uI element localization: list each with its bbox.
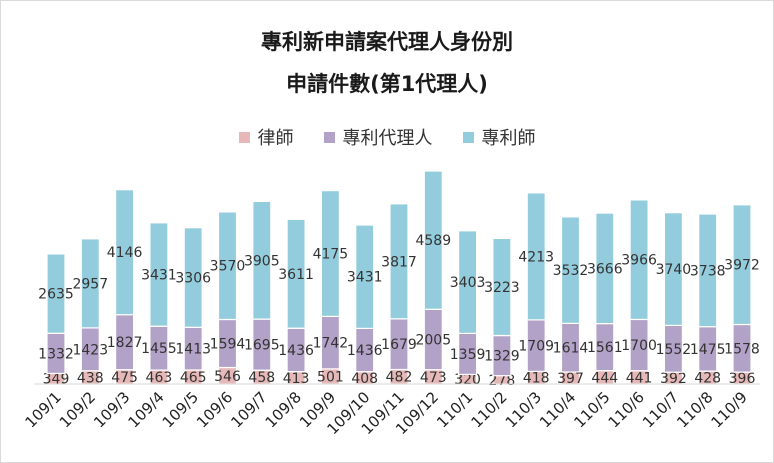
data-label-agent-110/1: 1359	[450, 347, 486, 363]
data-label-agent-110/6: 1700	[621, 338, 657, 354]
x-tick-label: 110/7	[639, 388, 682, 431]
x-tick-label: 110/4	[536, 388, 579, 431]
data-label-agent-110/9: 1578	[724, 341, 760, 357]
data-label-attorney-109/4: 3431	[141, 268, 177, 284]
data-label-attorney-109/5: 3306	[175, 271, 211, 287]
data-label-agent-109/8: 1436	[278, 343, 314, 359]
x-tick-label: 110/9	[708, 388, 751, 431]
data-label-attorney-110/8: 3738	[690, 263, 726, 279]
data-label-attorney-110/9: 3972	[724, 258, 760, 274]
data-label-agent-110/7: 1552	[656, 342, 692, 358]
x-tick-label: 110/1	[433, 388, 476, 431]
bar-chart: 34913322635109/143814232957109/247518274…	[0, 0, 774, 463]
x-tick-label: 110/2	[467, 388, 510, 431]
data-label-agent-110/4: 1614	[553, 341, 589, 357]
data-label-attorney-109/2: 2957	[72, 276, 108, 292]
data-label-attorney-109/10: 3431	[347, 270, 383, 286]
data-label-lawyer-110/4: 397	[557, 371, 584, 387]
x-tick-label: 110/8	[673, 388, 716, 431]
data-label-attorney-109/8: 3611	[278, 267, 314, 283]
x-tick-label: 110/5	[570, 388, 613, 431]
x-tick-label: 109/2	[56, 388, 99, 431]
data-label-attorney-109/7: 3905	[244, 253, 280, 269]
data-label-agent-109/1: 1332	[38, 346, 74, 362]
x-tick-label: 109/6	[193, 388, 236, 431]
x-tick-label: 110/6	[605, 388, 648, 431]
data-label-agent-109/3: 1827	[107, 335, 143, 351]
data-label-attorney-110/4: 3532	[553, 263, 589, 279]
data-label-agent-110/2: 1329	[484, 349, 520, 365]
x-tick-label: 109/5	[159, 388, 202, 431]
data-label-attorney-109/1: 2635	[38, 287, 74, 303]
data-label-attorney-110/6: 3966	[621, 253, 657, 269]
data-label-attorney-110/2: 3223	[484, 280, 520, 296]
data-label-lawyer-109/11: 482	[386, 370, 413, 386]
x-tick-label: 110/3	[502, 388, 545, 431]
x-tick-label: 109/3	[90, 388, 133, 431]
data-label-agent-110/3: 1709	[518, 339, 554, 355]
data-label-attorney-110/3: 4213	[518, 249, 554, 265]
data-label-agent-109/6: 1594	[210, 337, 246, 353]
data-label-lawyer-109/1: 349	[43, 372, 70, 388]
data-label-attorney-109/3: 4146	[107, 245, 143, 261]
data-label-agent-109/9: 1742	[313, 336, 349, 352]
data-label-attorney-109/11: 3817	[381, 254, 417, 270]
data-label-lawyer-109/9: 501	[317, 369, 344, 385]
data-label-attorney-109/12: 4589	[415, 233, 451, 249]
x-tick-label: 109/1	[22, 388, 65, 431]
x-tick-label: 109/8	[262, 388, 305, 431]
data-label-lawyer-110/7: 392	[660, 371, 687, 387]
x-tick-label: 109/4	[124, 388, 167, 431]
data-label-lawyer-110/9: 396	[729, 371, 756, 387]
data-label-agent-109/2: 1423	[72, 342, 108, 358]
data-label-agent-110/8: 1475	[690, 342, 726, 358]
data-label-agent-110/5: 1561	[587, 340, 623, 356]
x-tick-label: 109/7	[227, 388, 270, 431]
data-label-agent-109/10: 1436	[347, 343, 383, 359]
data-label-agent-109/12: 2005	[415, 333, 451, 349]
data-label-attorney-110/5: 3666	[587, 261, 623, 277]
data-label-attorney-109/9: 4175	[313, 247, 349, 263]
data-label-lawyer-109/6: 546	[214, 369, 241, 385]
data-label-attorney-110/7: 3740	[656, 262, 692, 278]
data-label-agent-109/7: 1695	[244, 338, 280, 354]
data-label-attorney-110/1: 3403	[450, 275, 486, 291]
data-label-agent-109/5: 1413	[175, 342, 211, 358]
data-label-agent-109/11: 1679	[381, 337, 417, 353]
data-label-lawyer-109/3: 475	[111, 370, 138, 386]
data-label-agent-109/4: 1455	[141, 341, 177, 357]
data-label-attorney-109/6: 3570	[210, 259, 246, 275]
